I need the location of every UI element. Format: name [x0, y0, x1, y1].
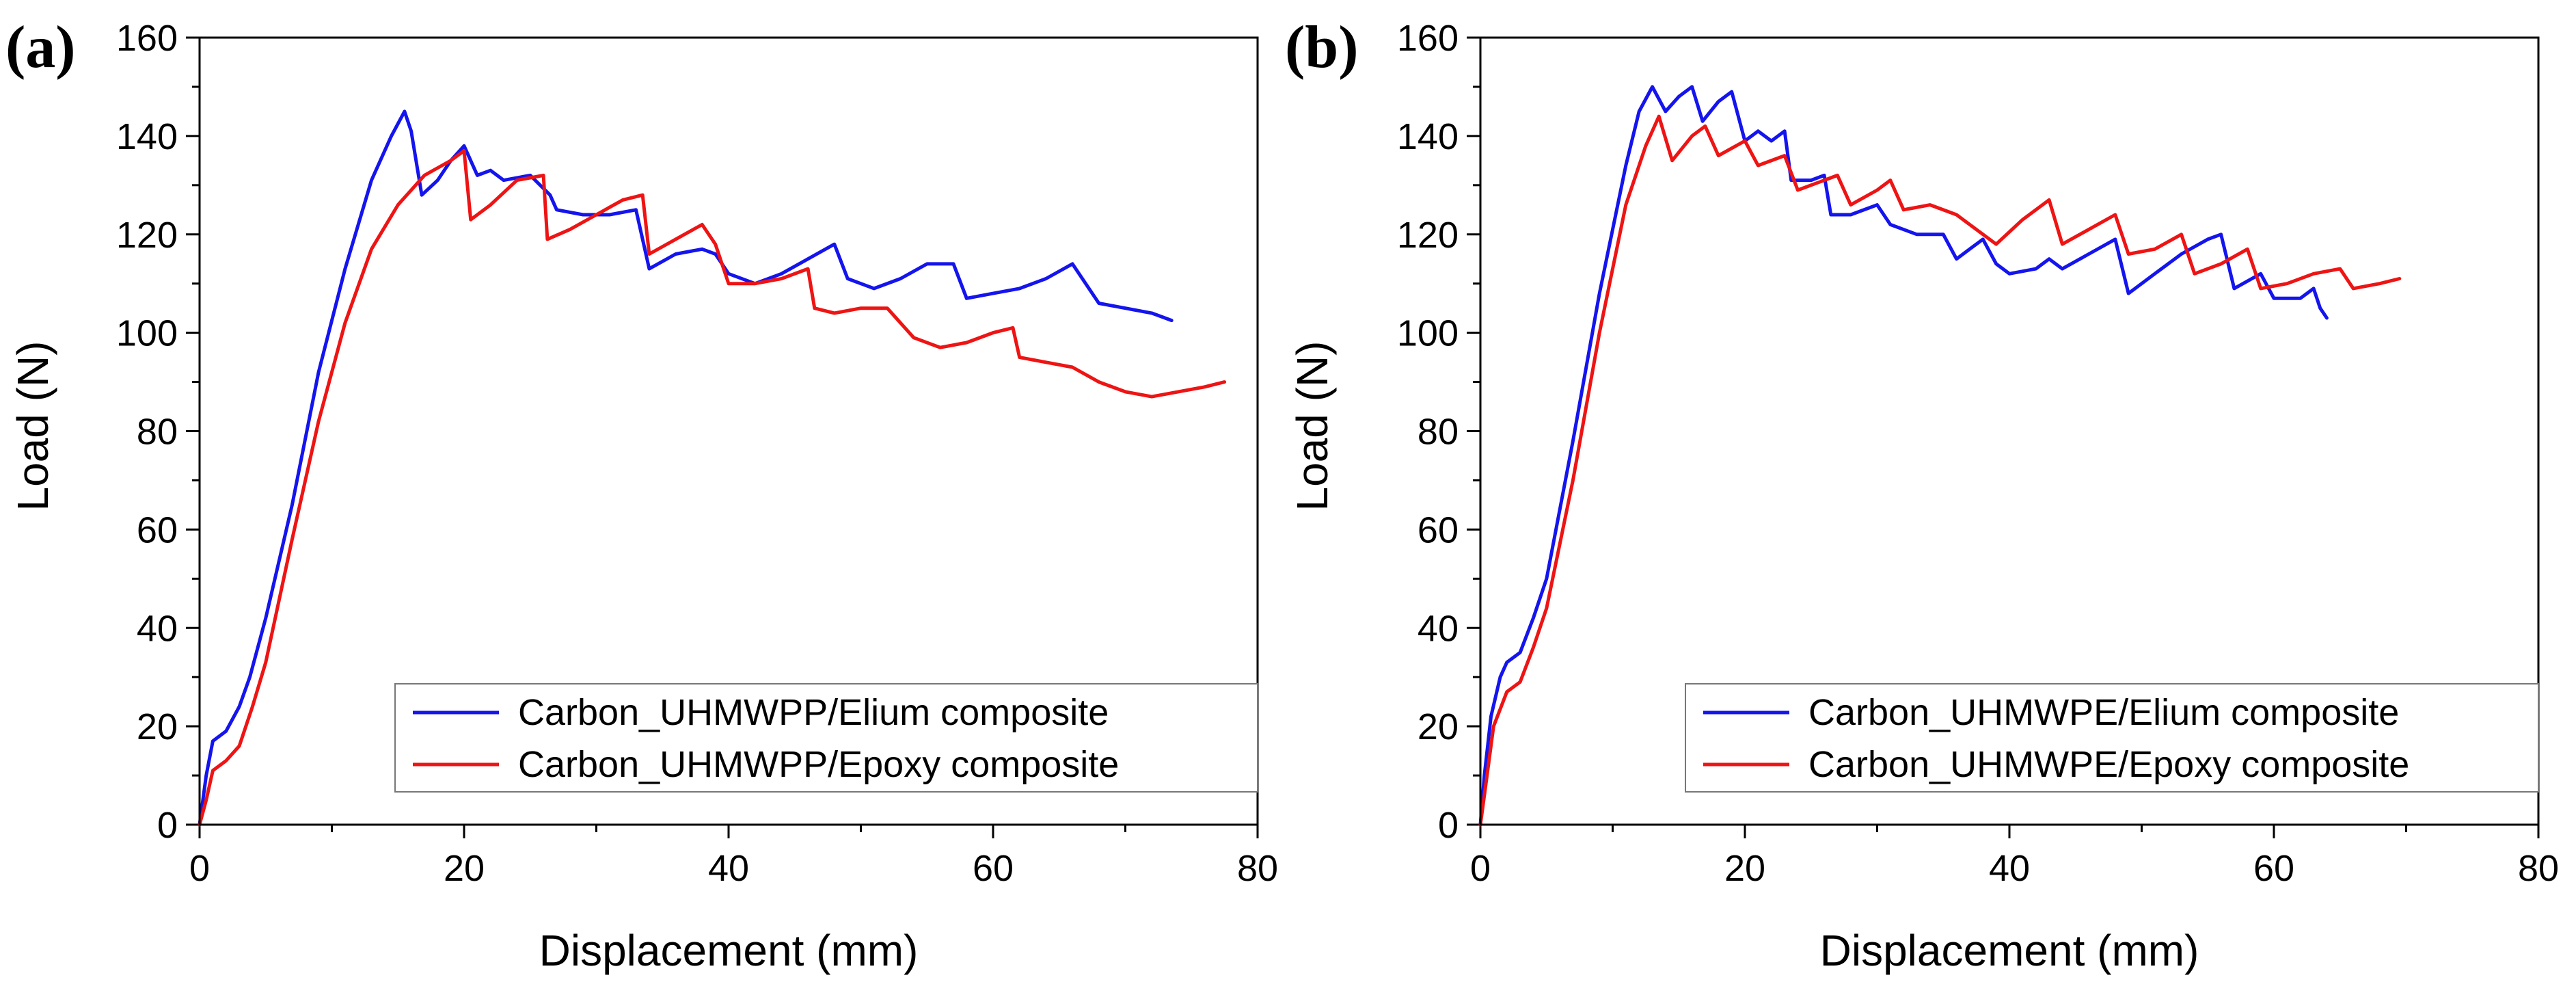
panel-label: (a) [5, 14, 76, 81]
series-line-1 [198, 149, 1227, 827]
x-tick-label: 0 [189, 848, 210, 889]
plot-frame [1479, 36, 2540, 826]
series-line-0 [198, 109, 1174, 827]
legend-box [1685, 683, 2539, 793]
x-tick-label: 60 [973, 848, 1014, 889]
tick-labels: 0 20 40 60 80 0 20 40 60 80 100 120 140 160 [1397, 18, 2559, 889]
y-tick-label: 20 [137, 706, 178, 747]
y-tick-label: 40 [137, 608, 178, 649]
panel-label: (b) [1285, 14, 1359, 81]
y-tick-label: 80 [1418, 412, 1459, 453]
chart-panel-b: (b) Load (N) Displacement (mm) 0 20 40 60 80… [1285, 14, 2559, 975]
y-tick-label: 100 [1397, 313, 1459, 354]
y-axis-title: Load (N) [1288, 341, 1337, 511]
tick-labels: 0 20 40 60 80 0 20 40 60 80 100 120 140 160 [116, 18, 1278, 889]
y-tick-label: 80 [137, 412, 178, 453]
x-tick-label: 80 [1237, 848, 1278, 889]
x-tick-label: 60 [2253, 848, 2294, 889]
plot-area [1478, 85, 2402, 827]
y-tick-label: 140 [1397, 116, 1459, 157]
x-tick-label: 20 [1724, 848, 1765, 889]
y-tick-label: 100 [116, 313, 178, 354]
plot-frame [198, 36, 1259, 826]
axis-ticks [186, 36, 1259, 838]
y-tick-label: 40 [1418, 608, 1459, 649]
legend: Carbon_UHMWPE/Elium composite Carbon_UHMW… [1685, 683, 2539, 793]
plot-area [198, 109, 1227, 827]
chart-panel-a: (a) Load (N) Displacement (mm) 0 20 40 60 80… [5, 14, 1278, 975]
y-tick-label: 0 [1438, 805, 1459, 846]
y-tick-label: 160 [116, 18, 178, 59]
y-tick-label: 60 [137, 509, 178, 550]
legend: Carbon_UHMWPP/Elium composite Carbon_UHMW… [394, 683, 1258, 793]
x-tick-label: 40 [1989, 848, 2030, 889]
y-tick-label: 120 [116, 215, 178, 256]
y-tick-label: 140 [116, 116, 178, 157]
y-tick-label: 160 [1397, 18, 1459, 59]
legend-box [394, 683, 1258, 793]
legend-label: Carbon_UHMWPP/Epoxy composite [518, 744, 1119, 785]
legend-label: Carbon_UHMWPE/Elium composite [1808, 692, 2399, 733]
x-tick-label: 0 [1470, 848, 1491, 889]
x-axis-title: Displacement (mm) [1820, 926, 2199, 975]
y-tick-label: 0 [157, 805, 178, 846]
y-tick-label: 20 [1418, 706, 1459, 747]
y-tick-label: 60 [1418, 509, 1459, 550]
legend-label: Carbon_UHMWPP/Elium composite [518, 692, 1109, 733]
x-tick-label: 80 [2518, 848, 2559, 889]
legend-label: Carbon_UHMWPE/Epoxy composite [1808, 744, 2409, 785]
x-axis-title: Displacement (mm) [539, 926, 919, 975]
axis-ticks [1467, 36, 2540, 838]
series-line-1 [1478, 114, 2402, 827]
y-tick-label: 120 [1397, 215, 1459, 256]
x-tick-label: 20 [444, 848, 485, 889]
x-tick-label: 40 [708, 848, 749, 889]
y-axis-title: Load (N) [8, 341, 57, 511]
